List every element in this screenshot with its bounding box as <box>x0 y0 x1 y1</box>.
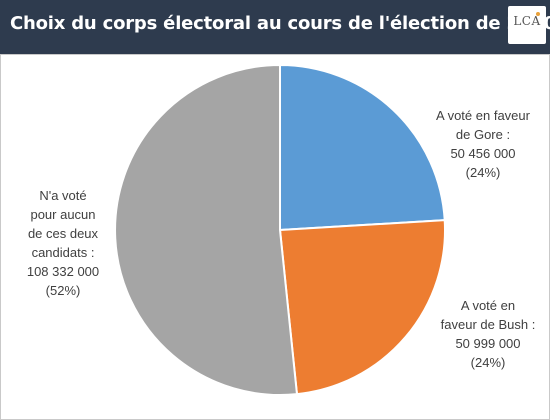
data-label-line: N'a voté <box>39 188 86 203</box>
data-label-line: (24%) <box>466 165 501 180</box>
data-label-line: (24%) <box>471 355 506 370</box>
logo-text: LCA <box>513 14 541 28</box>
data-label-line: 50 456 000 <box>450 146 515 161</box>
title-bar: Choix du corps électoral au cours de l'é… <box>0 0 550 54</box>
data-label-line: 108 332 000 <box>27 264 99 279</box>
data-label-line: A voté en faveur <box>436 108 531 123</box>
data-label-line: A voté en <box>461 298 515 313</box>
data-label-gore: A voté en faveur de Gore : 50 456 000 (24%) <box>436 108 531 180</box>
pie-slice-aucun <box>114 63 299 396</box>
data-label-line: faveur de Bush : <box>441 317 536 332</box>
data-label-line: (52%) <box>46 283 81 298</box>
lca-logo: LCA <box>508 6 546 44</box>
data-label-line: de Gore : <box>456 127 510 142</box>
data-label-line: de ces deux <box>28 226 99 241</box>
chart-title: Choix du corps électoral au cours de l'é… <box>10 13 550 34</box>
pie-slice-bush <box>278 219 447 396</box>
pie-slice-gore <box>279 63 446 232</box>
data-label-line: pour aucun <box>30 207 95 222</box>
logo-dot-icon <box>536 12 540 16</box>
data-label-line: candidats : <box>32 245 95 260</box>
data-label-line: 50 999 000 <box>455 336 520 351</box>
data-label-aucun: N'a voté pour aucun de ces deux candidats :… <box>27 188 99 298</box>
data-label-bush: A voté en faveur de Bush : 50 999 000 (24%) <box>441 298 536 370</box>
